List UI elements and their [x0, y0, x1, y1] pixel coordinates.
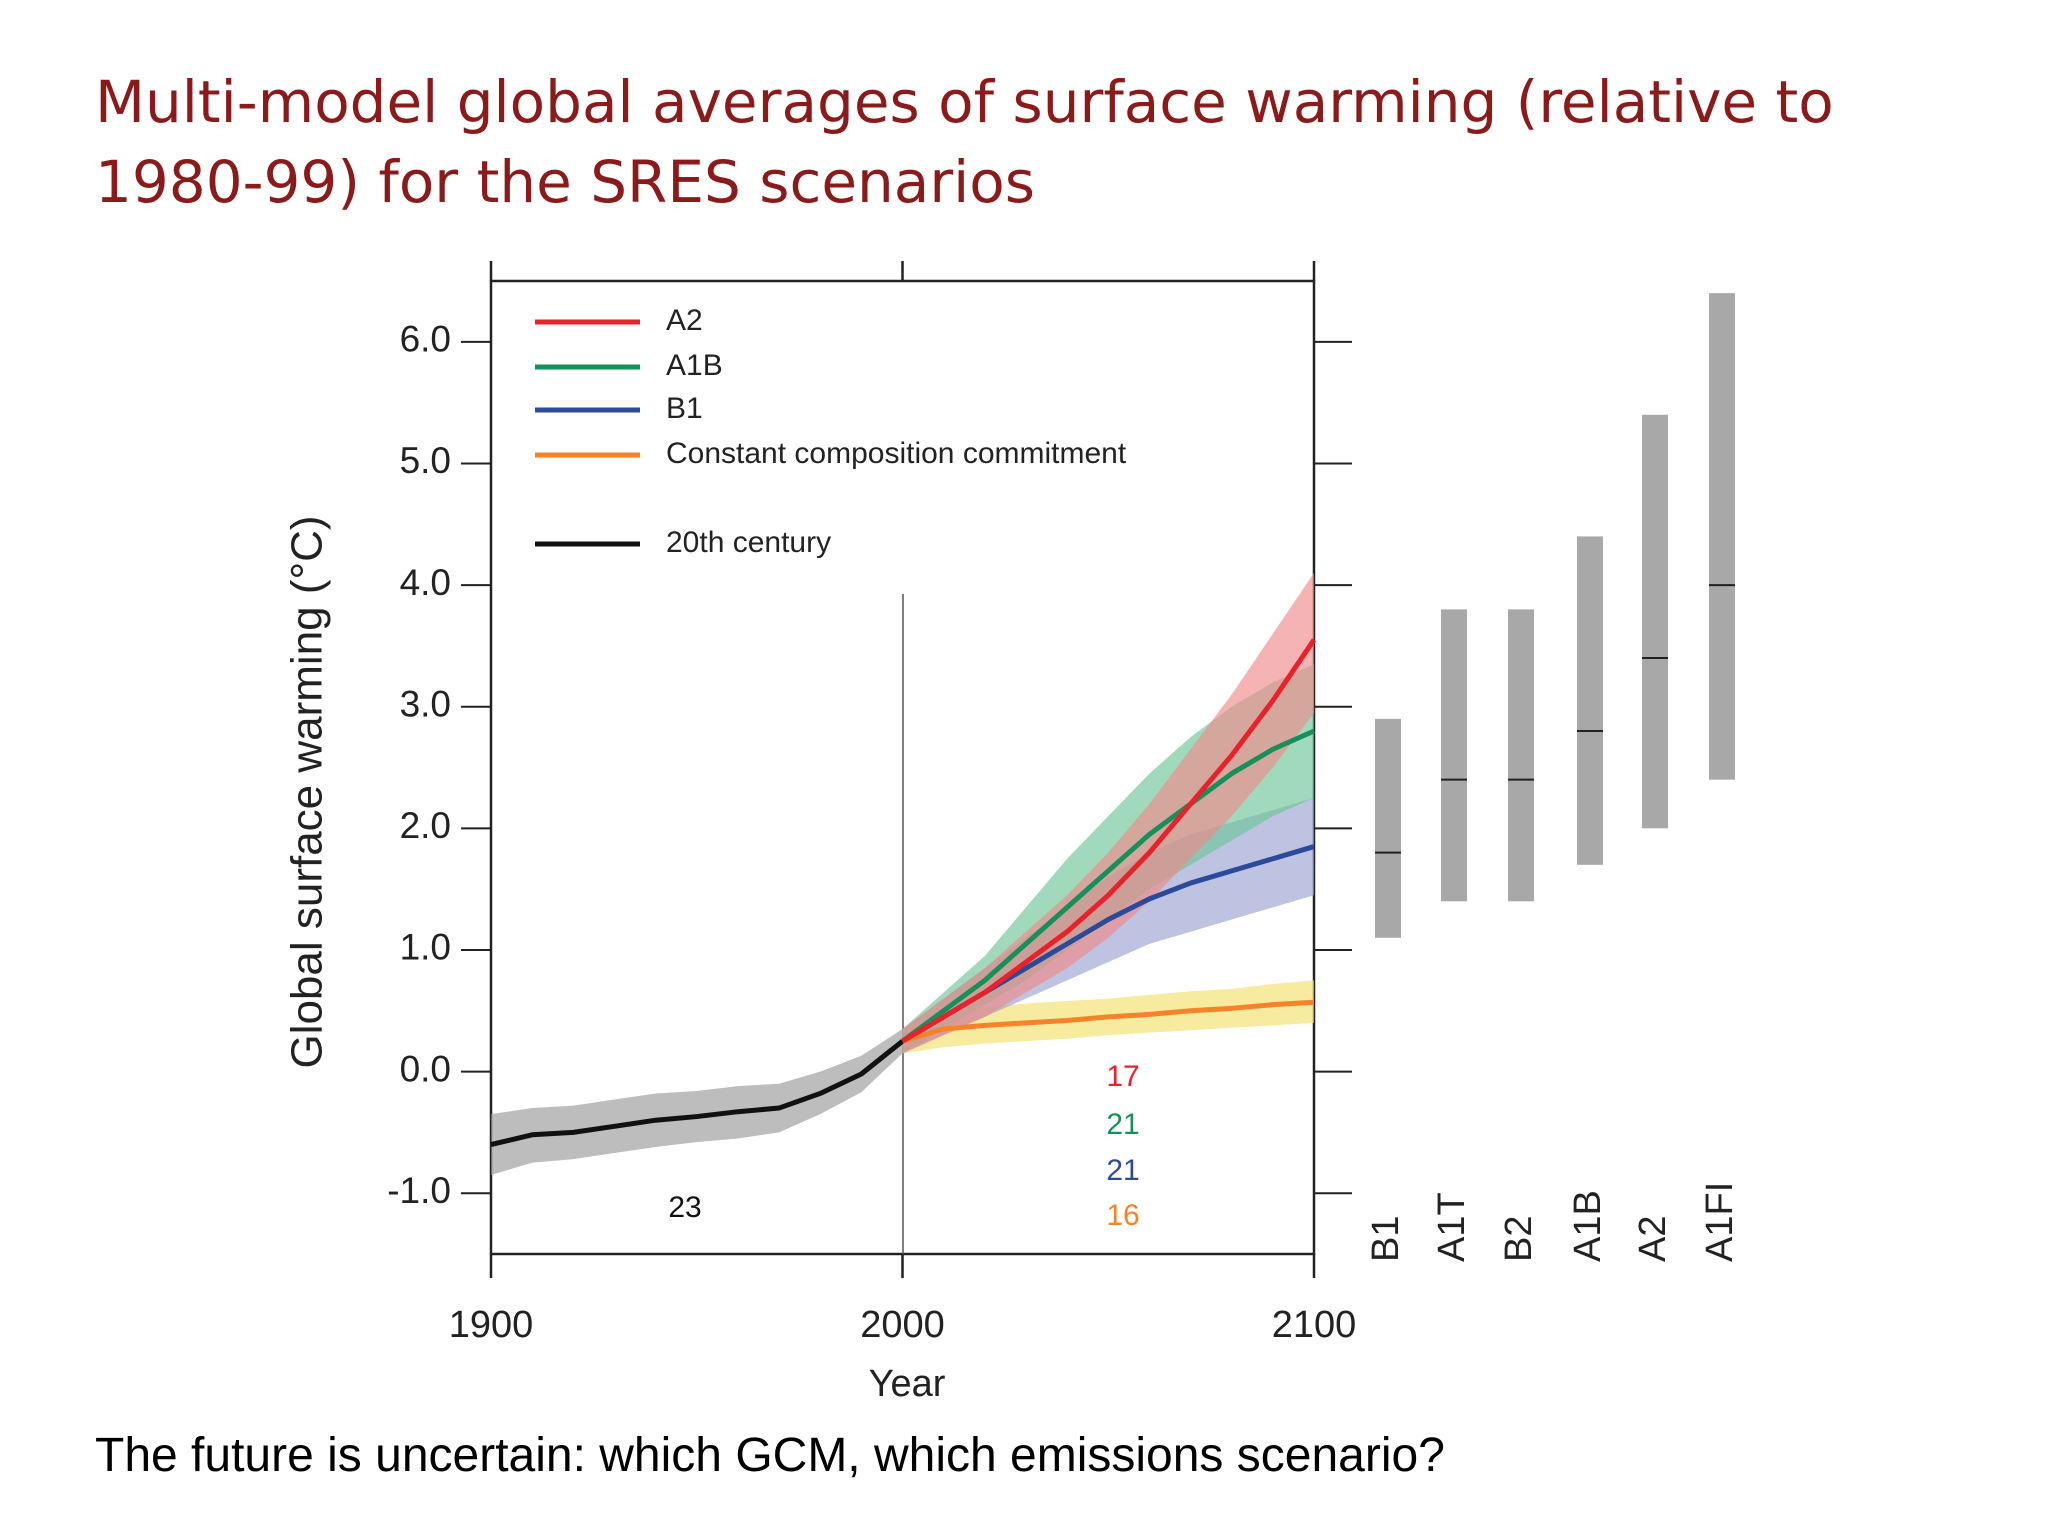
y-tick-label: 0.0 [400, 1048, 451, 1089]
uncertainty-band [902, 572, 1314, 1054]
series-line [901, 728, 1316, 1044]
y-axis-label: Global surface warming (°C) [283, 515, 332, 1068]
legend-label: A1B [666, 349, 723, 382]
range-bar [1508, 609, 1534, 902]
x-tick-label: 2100 [1272, 1304, 1357, 1346]
y-tick-label: 5.0 [400, 440, 451, 481]
legend-label: B1 [666, 392, 703, 425]
category-label: A1T [1431, 1192, 1473, 1262]
model-count: 16 [1106, 1199, 1139, 1232]
x-axis-label: Year [869, 1363, 946, 1405]
y-tick-label: 3.0 [400, 683, 451, 724]
x-tick-label: 1900 [449, 1304, 534, 1346]
legend-label: A2 [666, 304, 703, 337]
category-label: A1B [1567, 1190, 1609, 1262]
series-line [490, 1039, 905, 1147]
series-line [901, 638, 1317, 1044]
model-count: 21 [1106, 1154, 1139, 1187]
range-bar [1642, 414, 1668, 829]
model-count: 23 [668, 1191, 701, 1224]
y-tick-label: 2.0 [400, 805, 451, 846]
range-bar [1577, 536, 1603, 865]
y-tick-label: -1.0 [387, 1170, 451, 1211]
category-label: B1 [1365, 1216, 1407, 1262]
range-bar [1441, 609, 1467, 902]
y-tick-label: 1.0 [400, 927, 451, 968]
y-tick-label: 4.0 [400, 562, 451, 603]
legend-label: 20th century [666, 526, 831, 559]
model-count: 21 [1106, 1108, 1139, 1141]
category-label: A2 [1632, 1216, 1674, 1262]
range-bar [1375, 718, 1401, 938]
range-bar [1709, 293, 1735, 780]
y-tick-label: 6.0 [400, 319, 451, 360]
x-tick-label: 2000 [860, 1304, 945, 1346]
legend-label: Constant composition commitment [666, 437, 1127, 470]
footer-text: The future is uncertain: which GCM, whic… [95, 1429, 1445, 1482]
series-line [901, 999, 1315, 1044]
category-label: B2 [1498, 1216, 1540, 1262]
slide-title: Multi-model global averages of surface w… [95, 68, 1834, 216]
uncertainty-band [491, 1028, 903, 1175]
category-label: A1FI [1699, 1182, 1741, 1262]
model-count: 17 [1106, 1060, 1139, 1093]
